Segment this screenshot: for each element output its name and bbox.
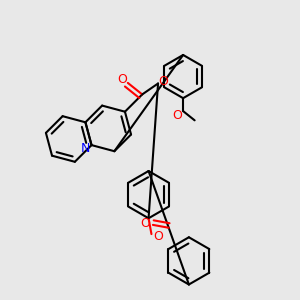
Text: O: O [172,109,182,122]
Text: O: O [153,230,163,244]
Text: O: O [118,73,128,86]
Text: O: O [141,217,151,230]
Text: O: O [158,75,168,88]
Text: N: N [80,142,90,155]
